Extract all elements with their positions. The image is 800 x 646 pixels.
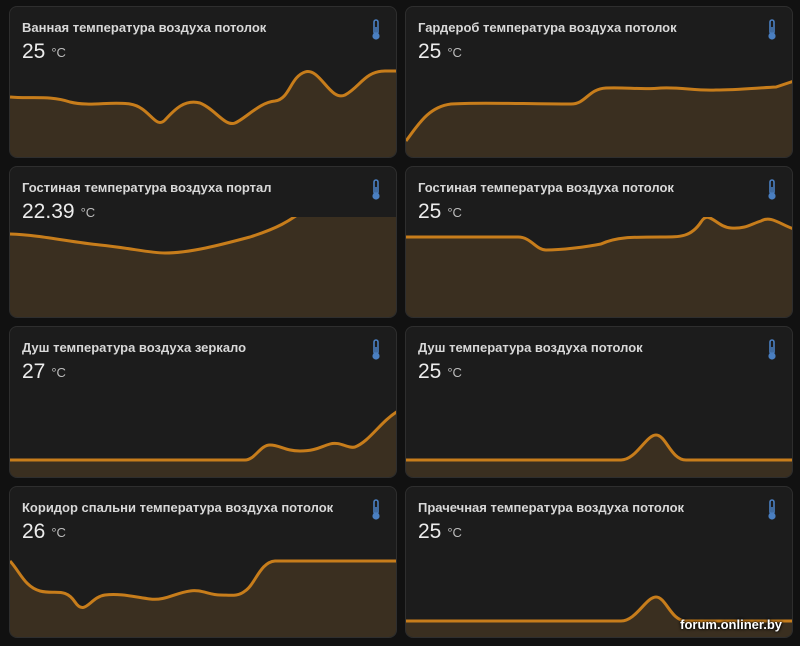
sensor-card[interactable]: Гостиная температура воздуха портал 22.3… [9,166,397,318]
sensor-name: Прачечная температура воздуха потолок [418,500,685,515]
sensor-unit: °C [447,365,462,380]
history-graph [406,80,792,157]
sensor-unit: °C [447,45,462,60]
history-graph [406,595,792,637]
sensor-name: Душ температура воздуха зеркало [22,340,247,355]
sensor-value: 27 °C [22,360,66,384]
sensor-value: 25 °C [418,40,462,64]
sensor-name: Ванная температура воздуха потолок [22,20,267,35]
sensor-reading: 25 [418,520,442,543]
watermark: forum.onliner.by [680,617,782,632]
thermometer-icon [768,339,776,360]
sensor-reading: 26 [22,520,46,543]
history-graph [406,433,792,477]
sensor-reading: 22.39 [22,200,75,223]
history-graph [10,69,396,157]
sensor-reading: 27 [22,360,46,383]
sensor-card[interactable]: Коридор спальни температура воздуха пото… [9,486,397,638]
sensor-unit: °C [51,45,66,60]
thermometer-icon [372,179,380,200]
sensor-name: Душ температура воздуха потолок [418,340,643,355]
history-graph [406,217,792,317]
sensor-name: Гостиная температура воздуха портал [22,180,272,195]
sensor-unit: °C [51,525,66,540]
thermometer-icon [768,499,776,520]
history-graph [10,410,396,477]
history-graph [10,559,396,637]
sensor-card[interactable]: Душ температура воздуха потолок 25 °C [405,326,793,478]
sensor-value: 25 °C [22,40,66,64]
sensor-reading: 25 [22,40,46,63]
sensor-unit: °C [447,525,462,540]
sensor-name: Гардероб температура воздуха потолок [418,20,677,35]
sensor-reading: 25 [418,200,442,223]
thermometer-icon [768,179,776,200]
thermometer-icon [768,19,776,40]
sensor-value: 26 °C [22,520,66,544]
sensor-value: 22.39 °C [22,200,95,224]
sensor-card[interactable]: Гардероб температура воздуха потолок 25 °… [405,6,793,158]
sensor-value: 25 °C [418,520,462,544]
thermometer-icon [372,499,380,520]
sensor-card[interactable]: Душ температура воздуха зеркало 27 °C [9,326,397,478]
sensor-card[interactable]: Гостиная температура воздуха потолок 25 °… [405,166,793,318]
sensor-card[interactable]: Ванная температура воздуха потолок 25 °C [9,6,397,158]
sensor-value: 25 °C [418,200,462,224]
sensor-reading: 25 [418,40,442,63]
sensor-reading: 25 [418,360,442,383]
sensor-name: Гостиная температура воздуха потолок [418,180,674,195]
sensor-card[interactable]: Прачечная температура воздуха потолок 25… [405,486,793,638]
thermometer-icon [372,339,380,360]
thermometer-icon [372,19,380,40]
history-graph [10,217,396,317]
sensor-unit: °C [80,205,96,220]
sensor-unit: °C [447,205,462,220]
sensor-name: Коридор спальни температура воздуха пото… [22,500,334,515]
sensor-unit: °C [51,365,66,380]
sensor-value: 25 °C [418,360,462,384]
